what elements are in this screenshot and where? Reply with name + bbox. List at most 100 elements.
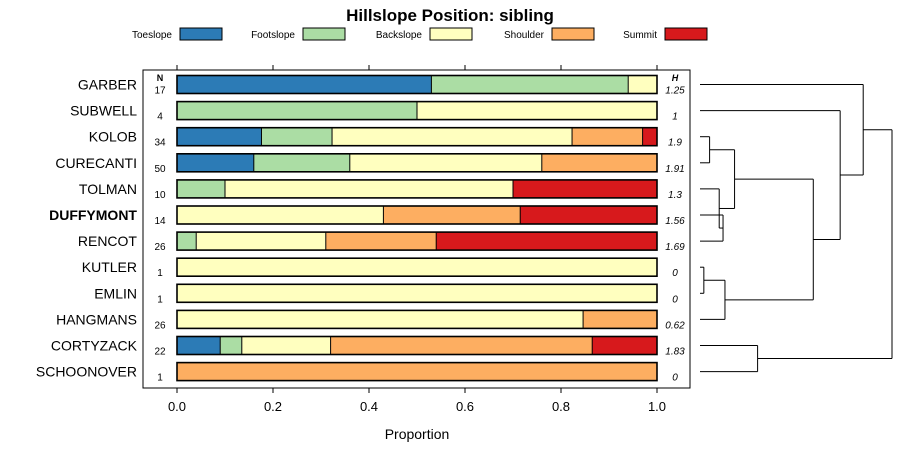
h-value-subwell: 1: [672, 112, 678, 123]
chart-title: Hillslope Position: sibling: [346, 6, 554, 25]
x-tick-label: 0.2: [264, 399, 282, 414]
h-value-cortyzack: 1.83: [665, 347, 685, 358]
legend-swatch-toeslope: [179, 27, 223, 41]
n-value-curecanti: 50: [154, 164, 166, 175]
bar-outline-garber: [176, 74, 658, 95]
h-value-rencot: 1.69: [665, 242, 685, 253]
bar-rencot-footslope: [177, 232, 197, 251]
bar-outline-kutler: [176, 257, 658, 278]
legend-swatch-summit: [664, 27, 708, 41]
bar-cortyzack-footslope: [220, 336, 242, 355]
n-value-schoonover: 1: [157, 373, 163, 384]
bar-tolman-summit: [513, 179, 657, 198]
category-label-garber: GARBER: [78, 77, 137, 93]
bar-duffymont-shoulder: [383, 206, 521, 224]
x-tick-label: 0.0: [168, 399, 186, 414]
bar-cortyzack-toeslope: [177, 336, 221, 355]
bar-outline-subwell: [176, 100, 658, 121]
bar-emlin-backslope: [177, 284, 657, 303]
n-value-kutler: 1: [157, 268, 163, 279]
bar-tolman-footslope: [177, 179, 225, 198]
bar-schoonover-shoulder: [177, 362, 657, 381]
legend-swatch-backslope: [429, 27, 473, 41]
bar-hangmans-backslope: [177, 310, 584, 329]
bar-curecanti-backslope: [349, 153, 542, 172]
legend-label-summit: Summit: [623, 30, 657, 41]
category-label-hangmans: HANGMANS: [56, 311, 137, 327]
category-label-kutler: KUTLER: [82, 259, 137, 275]
h-value-garber: 1.25: [665, 86, 685, 97]
x-tick-label: 0.6: [456, 399, 474, 414]
n-value-duffymont: 14: [154, 216, 166, 227]
category-label-tolman: TOLMAN: [79, 181, 137, 197]
h-value-kutler: 0: [672, 268, 678, 279]
bar-rencot-shoulder: [325, 232, 437, 251]
x-axis-label: Proportion: [385, 426, 450, 442]
n-value-garber: 17: [154, 86, 166, 97]
bar-garber-backslope: [628, 75, 657, 94]
h-header: H: [672, 73, 679, 83]
chart-rows: GARBER 17 1.25 SUBWELL 4 1 KOLOB 34 1.9 CURECANTI…: [36, 74, 685, 384]
bar-cortyzack-summit: [592, 336, 657, 355]
legend-swatch-shoulder: [551, 27, 595, 41]
bar-curecanti-footslope: [253, 153, 350, 172]
bar-tolman-backslope: [225, 179, 513, 198]
bar-duffymont-backslope: [177, 206, 384, 224]
bar-duffymont-summit: [520, 206, 657, 224]
h-value-duffymont: 1.56: [665, 216, 685, 227]
category-label-schoonover: SCHOONOVER: [36, 364, 137, 380]
bar-kolob-summit: [642, 127, 657, 146]
category-label-duffymont: DUFFYMONT: [49, 207, 137, 223]
bar-outline-tolman: [176, 179, 658, 199]
bar-hangmans-shoulder: [583, 310, 657, 329]
bar-outline-hangmans: [176, 309, 658, 330]
bar-kolob-shoulder: [572, 127, 643, 146]
dendrogram: [700, 84, 893, 373]
category-label-rencot: RENCOT: [78, 233, 138, 249]
legend: Toeslope Footslope Backslope Shoulder Summit: [132, 27, 708, 41]
n-value-rencot: 26: [154, 242, 166, 253]
bar-cortyzack-shoulder: [330, 336, 593, 355]
n-header: N: [157, 73, 164, 83]
bar-outline-duffymont: [176, 205, 658, 225]
legend-label-shoulder: Shoulder: [504, 30, 545, 41]
bar-outline-rencot: [176, 231, 658, 251]
bar-subwell-footslope: [177, 101, 417, 120]
n-value-kolob: 34: [154, 138, 166, 149]
bar-outline-schoonover: [176, 361, 658, 382]
n-value-tolman: 10: [154, 190, 166, 201]
x-tick-label: 0.8: [552, 399, 570, 414]
h-value-tolman: 1.3: [668, 190, 682, 201]
bar-kutler-backslope: [177, 258, 657, 277]
n-value-emlin: 1: [157, 294, 163, 305]
category-label-subwell: SUBWELL: [70, 103, 137, 119]
bar-cortyzack-backslope: [241, 336, 331, 355]
h-value-emlin: 0: [672, 294, 678, 305]
bar-rencot-backslope: [196, 232, 326, 251]
bar-subwell-backslope: [417, 101, 657, 120]
bar-outline-kolob: [176, 126, 658, 147]
bar-kolob-backslope: [332, 127, 573, 146]
category-label-curecanti: CURECANTI: [55, 155, 137, 171]
bar-garber-toeslope: [177, 75, 432, 94]
legend-label-toeslope: Toeslope: [132, 30, 172, 41]
legend-label-backslope: Backslope: [376, 30, 423, 41]
legend-label-footslope: Footslope: [251, 30, 295, 41]
bar-kolob-footslope: [261, 127, 333, 146]
category-label-kolob: KOLOB: [89, 129, 137, 145]
category-label-emlin: EMLIN: [94, 285, 137, 301]
x-axis: 0.0 0.2 0.4 0.6 0.8 1.0: [168, 65, 666, 414]
bar-garber-footslope: [431, 75, 629, 94]
n-value-subwell: 4: [157, 112, 163, 123]
h-value-schoonover: 0: [672, 373, 678, 384]
bar-kolob-toeslope: [177, 127, 262, 146]
n-value-hangmans: 26: [154, 320, 166, 331]
bar-rencot-summit: [436, 232, 657, 251]
bar-curecanti-shoulder: [541, 153, 657, 172]
h-value-curecanti: 1.91: [665, 164, 684, 175]
x-tick-label: 0.4: [360, 399, 378, 414]
bar-curecanti-toeslope: [177, 153, 254, 172]
h-value-kolob: 1.9: [668, 138, 682, 149]
plot-frame: [142, 69, 691, 389]
